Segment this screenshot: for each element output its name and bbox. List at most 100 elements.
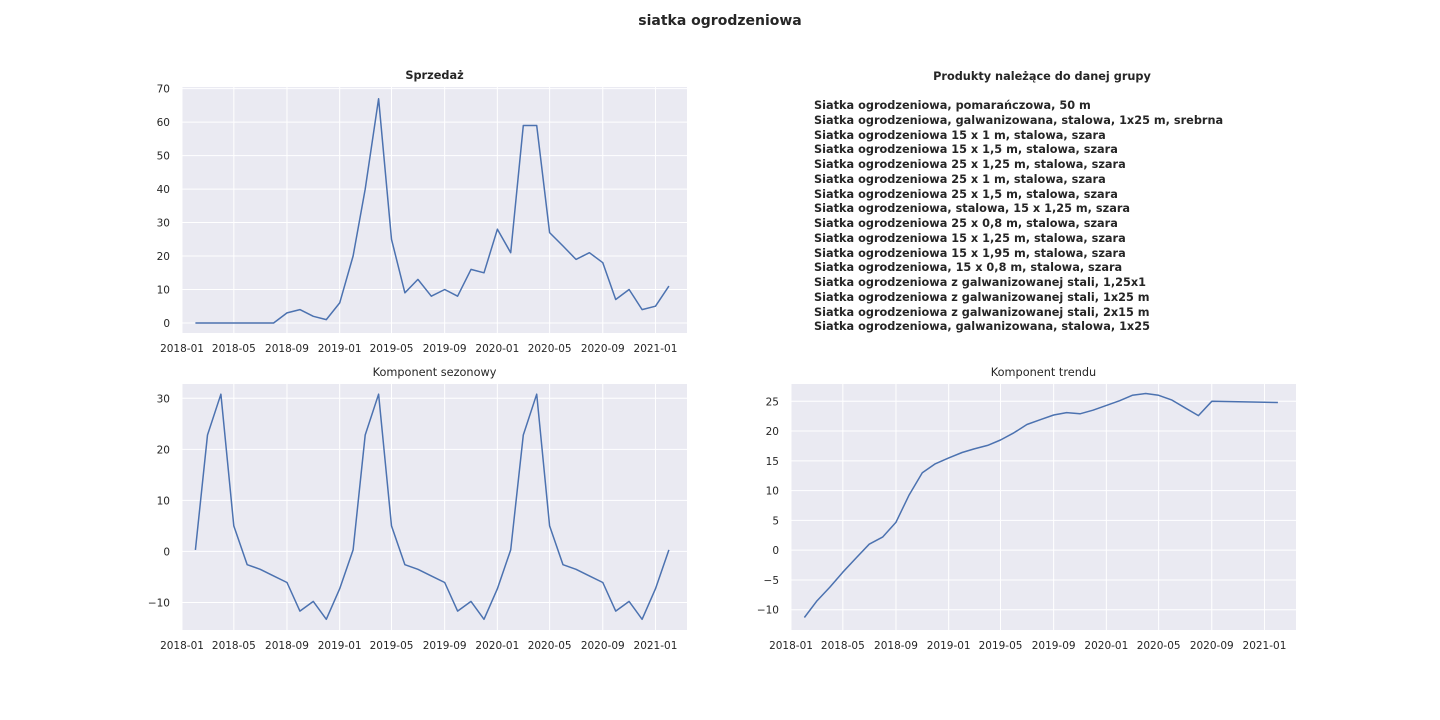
product-item: Siatka ogrodzeniowa, stalowa, 15 x 1,25 … xyxy=(814,202,1131,216)
data-point xyxy=(286,581,289,584)
data-point xyxy=(338,301,341,304)
data-point xyxy=(352,255,355,258)
x-tick-label: 2020-01 xyxy=(1084,640,1128,652)
data-point xyxy=(364,188,367,191)
x-tick-label: 2019-05 xyxy=(979,640,1023,652)
data-point xyxy=(456,610,459,613)
data-point xyxy=(548,231,551,234)
plot-background xyxy=(182,384,687,630)
data-point xyxy=(364,434,367,437)
x-tick-label: 2018-05 xyxy=(821,640,865,652)
plot-background xyxy=(182,87,687,333)
y-tick-label: 40 xyxy=(157,184,170,196)
x-tick-label: 2019-05 xyxy=(370,640,414,652)
y-tick-label: 50 xyxy=(157,151,170,163)
data-point xyxy=(1144,392,1147,395)
data-point xyxy=(352,548,355,551)
data-point xyxy=(881,536,884,539)
data-point xyxy=(1105,404,1108,407)
data-point xyxy=(907,494,910,497)
x-tick-label: 2020-05 xyxy=(528,640,572,652)
x-tick-label: 2018-01 xyxy=(160,640,204,652)
x-tick-label: 2019-09 xyxy=(1032,640,1076,652)
data-point xyxy=(246,563,249,566)
data-point xyxy=(522,434,525,437)
y-tick-label: 25 xyxy=(766,396,779,408)
data-point xyxy=(1052,414,1055,417)
data-point xyxy=(430,574,433,577)
y-tick-label: −10 xyxy=(757,605,779,617)
data-point xyxy=(562,563,565,566)
product-item: Siatka ogrodzeniowa 15 x 1,5 m, stalowa,… xyxy=(814,143,1118,157)
series-line xyxy=(803,392,1278,618)
data-point xyxy=(654,587,657,590)
product-item: Siatka ogrodzeniowa, pomarańczowa, 50 m xyxy=(814,99,1091,112)
y-tick-label: 10 xyxy=(157,284,170,296)
data-point xyxy=(562,245,565,248)
chart-title: Sprzedaż xyxy=(405,69,464,82)
data-point xyxy=(443,288,446,291)
y-tick-label: 10 xyxy=(766,486,779,498)
data-point xyxy=(986,444,989,447)
x-tick-label: 2018-05 xyxy=(212,640,256,652)
chart-panel-3: −10 −5 0 5 10 15 20 25 2018-01 2018-05 2018-09 2019… xyxy=(757,366,1296,652)
y-tick-label: 70 xyxy=(157,84,170,96)
chart-panel-1: 0 10 20 30 40 50 60 70 2018-01 2018-05 2018-09 2019… xyxy=(157,69,687,355)
product-item: Siatka ogrodzeniowa z galwanizowanej sta… xyxy=(814,305,1150,319)
data-point xyxy=(667,548,670,551)
data-point xyxy=(1118,399,1121,402)
data-point xyxy=(803,616,806,619)
data-point xyxy=(496,228,499,231)
chart-panel-2: −10 0 10 20 30 2018-01 2018-05 2018-09 2019-01 20… xyxy=(148,366,687,652)
product-item: Siatka ogrodzeniowa, galwanizowana, stal… xyxy=(814,320,1150,334)
x-tick-label: 2020-09 xyxy=(581,343,625,355)
x-tick-label: 2020-01 xyxy=(475,343,519,355)
data-point xyxy=(1184,406,1187,409)
product-item: Siatka ogrodzeniowa 15 x 1,25 m, stalowa… xyxy=(814,231,1126,245)
data-point xyxy=(588,251,591,254)
series-line xyxy=(194,393,670,621)
data-point xyxy=(1210,400,1213,403)
data-point xyxy=(272,322,275,325)
x-tick-label: 2019-09 xyxy=(423,343,467,355)
data-point xyxy=(1197,414,1200,417)
y-tick-label: 10 xyxy=(157,495,170,507)
chart-title: Komponent trendu xyxy=(991,366,1096,379)
product-item: Siatka ogrodzeniowa z galwanizowanej sta… xyxy=(814,290,1150,304)
data-point xyxy=(206,434,209,437)
product-item: Siatka ogrodzeniowa, galwanizowana, stal… xyxy=(814,113,1224,127)
data-point xyxy=(194,322,197,325)
chart-title: Komponent sezonowy xyxy=(373,366,497,379)
data-point xyxy=(470,268,473,271)
data-point xyxy=(628,600,631,603)
y-tick-label: 0 xyxy=(163,546,170,558)
data-point xyxy=(416,278,419,281)
data-point xyxy=(298,308,301,311)
data-point xyxy=(390,524,393,527)
data-point xyxy=(1079,412,1082,415)
data-point xyxy=(614,610,617,613)
data-point xyxy=(312,600,315,603)
data-point xyxy=(403,563,406,566)
data-point xyxy=(1012,431,1015,434)
product-item: Siatka ogrodzeniowa 15 x 1,95 m, stalowa… xyxy=(814,246,1126,260)
data-point xyxy=(1276,401,1279,404)
data-point xyxy=(403,291,406,294)
y-tick-label: 20 xyxy=(157,444,170,456)
x-tick-label: 2020-09 xyxy=(1190,640,1234,652)
data-point xyxy=(312,315,315,318)
data-point xyxy=(947,456,950,459)
data-point xyxy=(921,471,924,474)
data-point xyxy=(601,581,604,584)
data-point xyxy=(219,322,222,325)
data-point xyxy=(206,322,209,325)
x-tick-label: 2020-05 xyxy=(1137,640,1181,652)
data-point xyxy=(868,543,871,546)
data-point xyxy=(614,298,617,301)
x-tick-label: 2019-01 xyxy=(318,343,362,355)
data-point xyxy=(219,393,222,396)
data-point xyxy=(483,271,486,274)
y-tick-label: −10 xyxy=(148,597,170,609)
